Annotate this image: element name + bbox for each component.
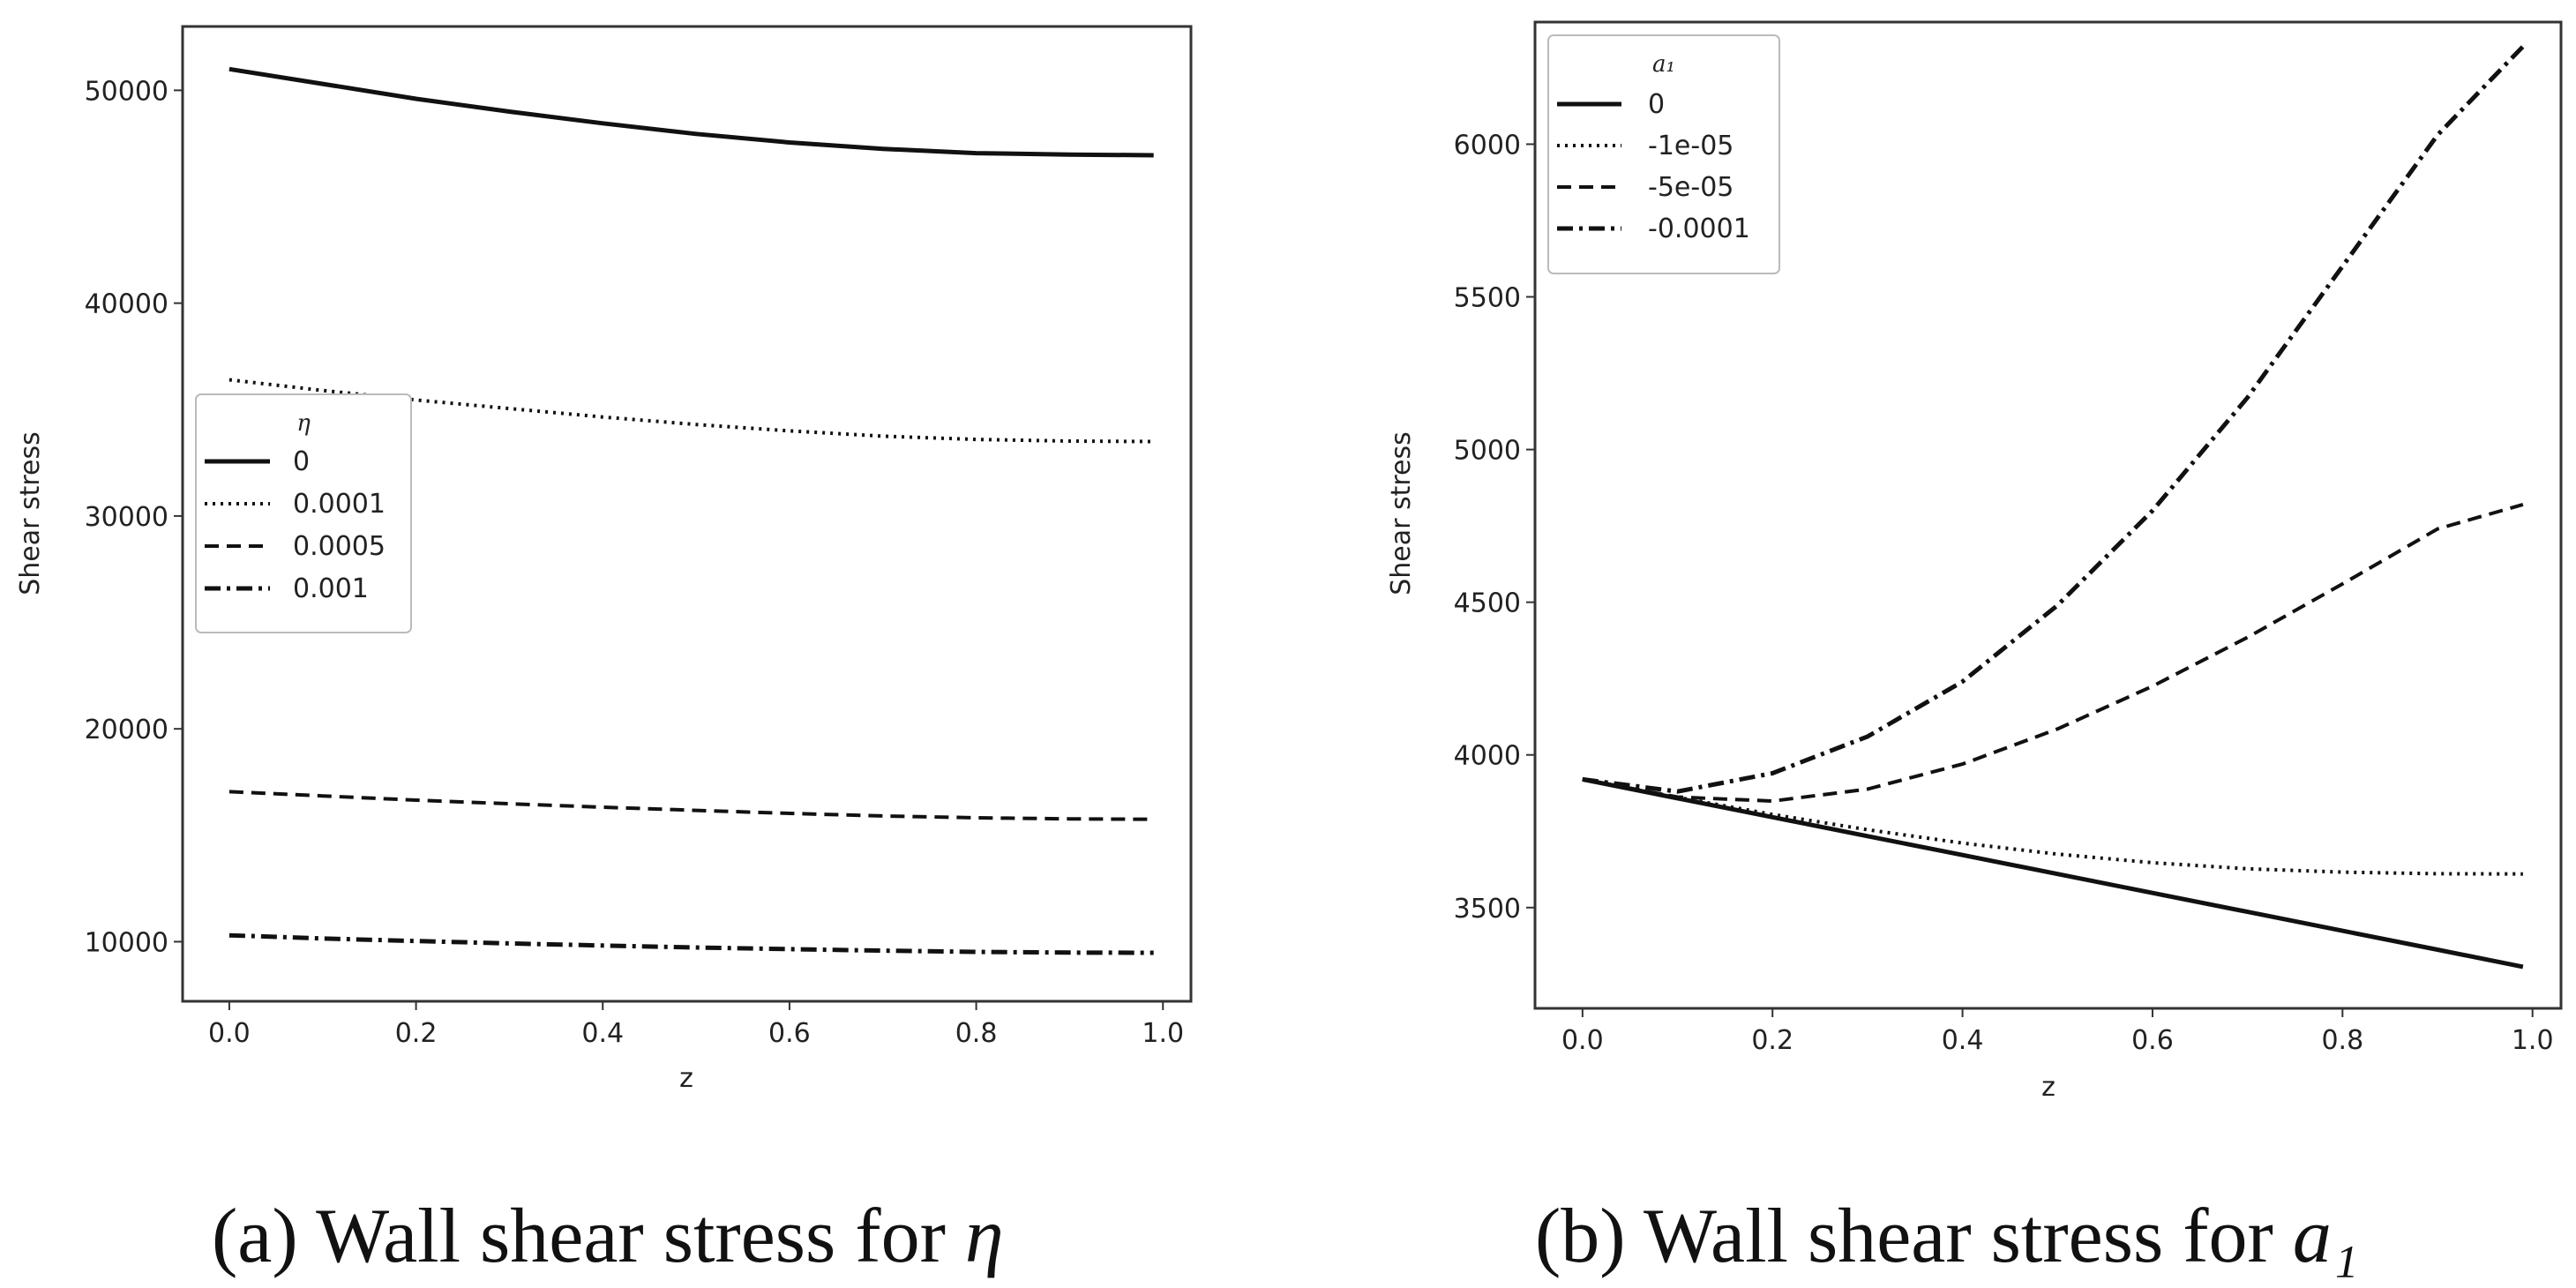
caption-a-text: (a) Wall shear stress for <box>212 1194 965 1279</box>
legend-title-a: η <box>296 410 311 437</box>
x-tick-label: 0.6 <box>2131 1025 2174 1056</box>
legend-label: 0 <box>1648 89 1665 120</box>
x-tick-label: 0.8 <box>2321 1025 2363 1056</box>
legend-label: -1e-05 <box>1648 131 1734 161</box>
series-group-b <box>1582 44 2525 970</box>
legend-label: 0.001 <box>293 573 369 604</box>
series-line-dashdot <box>228 932 1154 955</box>
legend-label: 0.0001 <box>293 489 386 520</box>
y-tick-label: 4500 <box>1454 588 1521 619</box>
y-tick-label: 20000 <box>85 715 168 745</box>
legend-b: a₁ 0 -1e-05 -5e-05 -0.0001 <box>1547 34 1780 274</box>
caption-b: (b) Wall shear stress for a₁ <box>1535 1194 2358 1279</box>
y-tick-label: 5500 <box>1454 283 1521 314</box>
x-tick-label: 0.4 <box>581 1018 624 1049</box>
y-tick-label: 3500 <box>1454 894 1521 925</box>
caption-b-symbol: a₁ <box>2293 1194 2359 1279</box>
series-line-solid <box>1582 776 2524 970</box>
y-tick-label: 4000 <box>1454 741 1521 772</box>
legend-label: -5e-05 <box>1648 172 1734 203</box>
caption-b-text: (b) Wall shear stress for <box>1535 1194 2293 1279</box>
x-tick-label: 1.0 <box>1142 1018 1184 1049</box>
x-tick-label: 0.0 <box>208 1018 251 1049</box>
axis-ticks-a: 0.0 0.2 0.4 0.6 0.8 1.0 10000 20000 30000 40000 50… <box>85 76 1185 1049</box>
series-line-dashed <box>228 790 1154 821</box>
y-tick-label: 10000 <box>85 927 168 958</box>
legend-a: η 0 0.0001 0.0005 0.001 <box>195 393 412 633</box>
caption-a: (a) Wall shear stress for η <box>212 1194 1004 1279</box>
plot-frame-a <box>181 25 1193 1003</box>
x-tick-label: 0.8 <box>955 1018 998 1049</box>
x-axis-label-a: z <box>679 1063 693 1094</box>
axis-ticks-b: 0.0 0.2 0.4 0.6 0.8 1.0 3500 4000 4500 5000 5500 60… <box>1454 130 2554 1056</box>
plot-frame-b <box>1533 20 2563 1010</box>
series-line-dashed <box>1582 502 2524 803</box>
legend-items-b: 0 -1e-05 -5e-05 -0.0001 <box>1557 89 1750 244</box>
y-axis-label-a: Shear stress <box>15 431 46 595</box>
caption-a-symbol: η <box>965 1194 1004 1279</box>
legend-label: 0 <box>293 446 310 477</box>
y-tick-label: 30000 <box>85 502 168 533</box>
x-tick-label: 0.0 <box>1561 1025 1604 1056</box>
panel-b-chart: 0.0 0.2 0.4 0.6 0.8 1.0 3500 4000 4500 5000 5500 60… <box>1386 20 2563 1103</box>
x-tick-label: 0.2 <box>1751 1025 1793 1056</box>
series-line-dotted <box>1582 777 2523 876</box>
panel-a-chart: 0.0 0.2 0.4 0.6 0.8 1.0 10000 20000 30000 40000 50… <box>15 25 1193 1094</box>
x-tick-label: 0.4 <box>1942 1025 1984 1056</box>
series-group-a <box>228 66 1154 955</box>
legend-items-a: 0 0.0001 0.0005 0.001 <box>205 446 386 604</box>
y-tick-label: 5000 <box>1454 436 1521 467</box>
y-tick-label: 40000 <box>85 289 168 320</box>
series-line-dotted <box>228 378 1154 444</box>
x-tick-label: 1.0 <box>2512 1025 2554 1056</box>
series-line-solid <box>228 66 1154 158</box>
x-tick-label: 0.6 <box>768 1018 811 1049</box>
legend-title-b-text: a₁ <box>1652 51 1675 78</box>
series-line-dashdot <box>1582 44 2525 794</box>
x-tick-label: 0.2 <box>395 1018 438 1049</box>
y-tick-label: 6000 <box>1454 130 1521 161</box>
legend-box-a <box>195 393 412 633</box>
y-axis-label-b: Shear stress <box>1386 431 1417 595</box>
legend-box-b <box>1547 34 1780 274</box>
legend-label: 0.0005 <box>293 531 386 562</box>
legend-label: -0.0001 <box>1648 213 1750 244</box>
y-tick-label: 50000 <box>85 76 168 107</box>
x-axis-label-b: z <box>2041 1072 2056 1103</box>
legend-title-b: a₁ <box>1652 51 1675 78</box>
